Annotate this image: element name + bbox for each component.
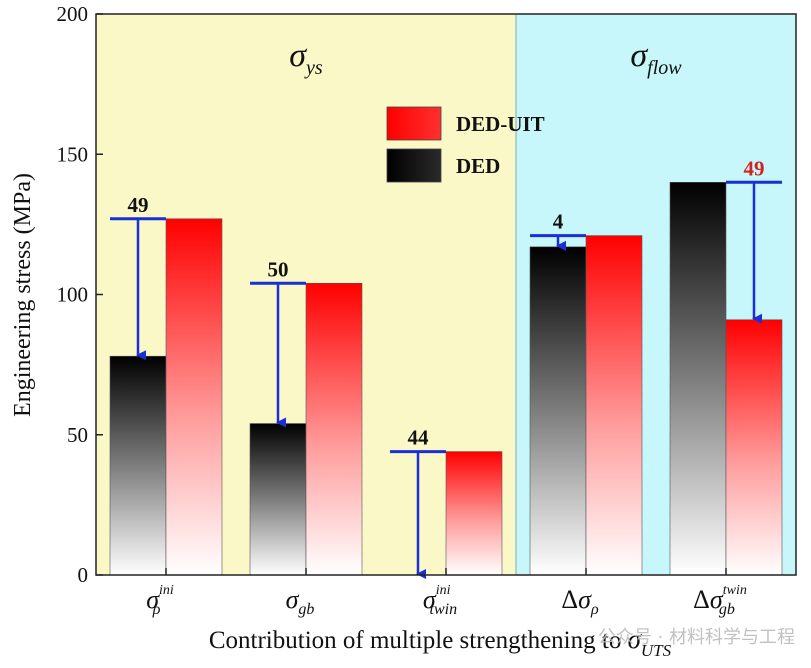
x-tick-label-0: σini ρ <box>146 583 174 618</box>
x-tick-label-1: σgb <box>286 585 315 618</box>
region-label-0: σys <box>289 37 323 79</box>
bar-ded-1 <box>249 423 307 576</box>
annotation-label-1: 50 <box>268 257 289 281</box>
bar-ded-3 <box>529 246 587 576</box>
watermark: 公众号 · 材料科学与工程 <box>598 627 795 648</box>
y-axis-label: Engineering stress (MPa) <box>10 173 36 417</box>
y-tick-label-4: 200 <box>57 2 89 26</box>
legend-swatch-ded <box>386 148 442 183</box>
annotation-label-0: 49 <box>128 193 149 217</box>
legend: DED-UIT DED <box>386 106 545 183</box>
y-tick-label-0: 0 <box>78 563 89 587</box>
bar-ded-uit-2 <box>445 451 503 576</box>
bar-ded-uit-4 <box>725 319 783 576</box>
y-tick-label-2: 100 <box>57 283 89 307</box>
x-axis-label: Contribution of multiple strengthening t… <box>209 624 672 660</box>
x-axis-label-text: Contribution of multiple strengthening t… <box>209 627 628 654</box>
axes: 0 50 100 150 200 σini ρ σgb σini twin Δσρ Δσtwin gb <box>57 2 797 618</box>
x-tick-label-2: σini twin <box>423 583 457 618</box>
bar-ded-4 <box>669 182 727 576</box>
bar-ded-uit-1 <box>305 282 363 576</box>
legend-swatch-ded-uit <box>386 106 442 141</box>
legend-label-ded: DED <box>456 154 500 178</box>
legend-label-ded-uit: DED-UIT <box>456 112 545 136</box>
region-label-1: σflow <box>630 37 682 79</box>
x-tick-label-3: Δσρ <box>561 585 599 618</box>
bar-ded-0 <box>109 355 167 576</box>
y-tick-label-1: 50 <box>67 423 88 447</box>
x-tick-label-4: Δσtwin gb <box>693 583 747 618</box>
annotation-label-2: 44 <box>408 426 430 450</box>
bar-ded-uit-3 <box>585 235 643 576</box>
bar-ded-uit-0 <box>165 218 223 576</box>
annotation-label-3: 4 <box>553 210 564 234</box>
x-axis-label-symbol: σ <box>628 624 643 654</box>
x-axis-label-subscript: UTS <box>641 641 672 660</box>
y-tick-label-3: 150 <box>57 142 89 166</box>
annotation-label-4: 49 <box>744 156 765 180</box>
bars <box>109 182 783 576</box>
